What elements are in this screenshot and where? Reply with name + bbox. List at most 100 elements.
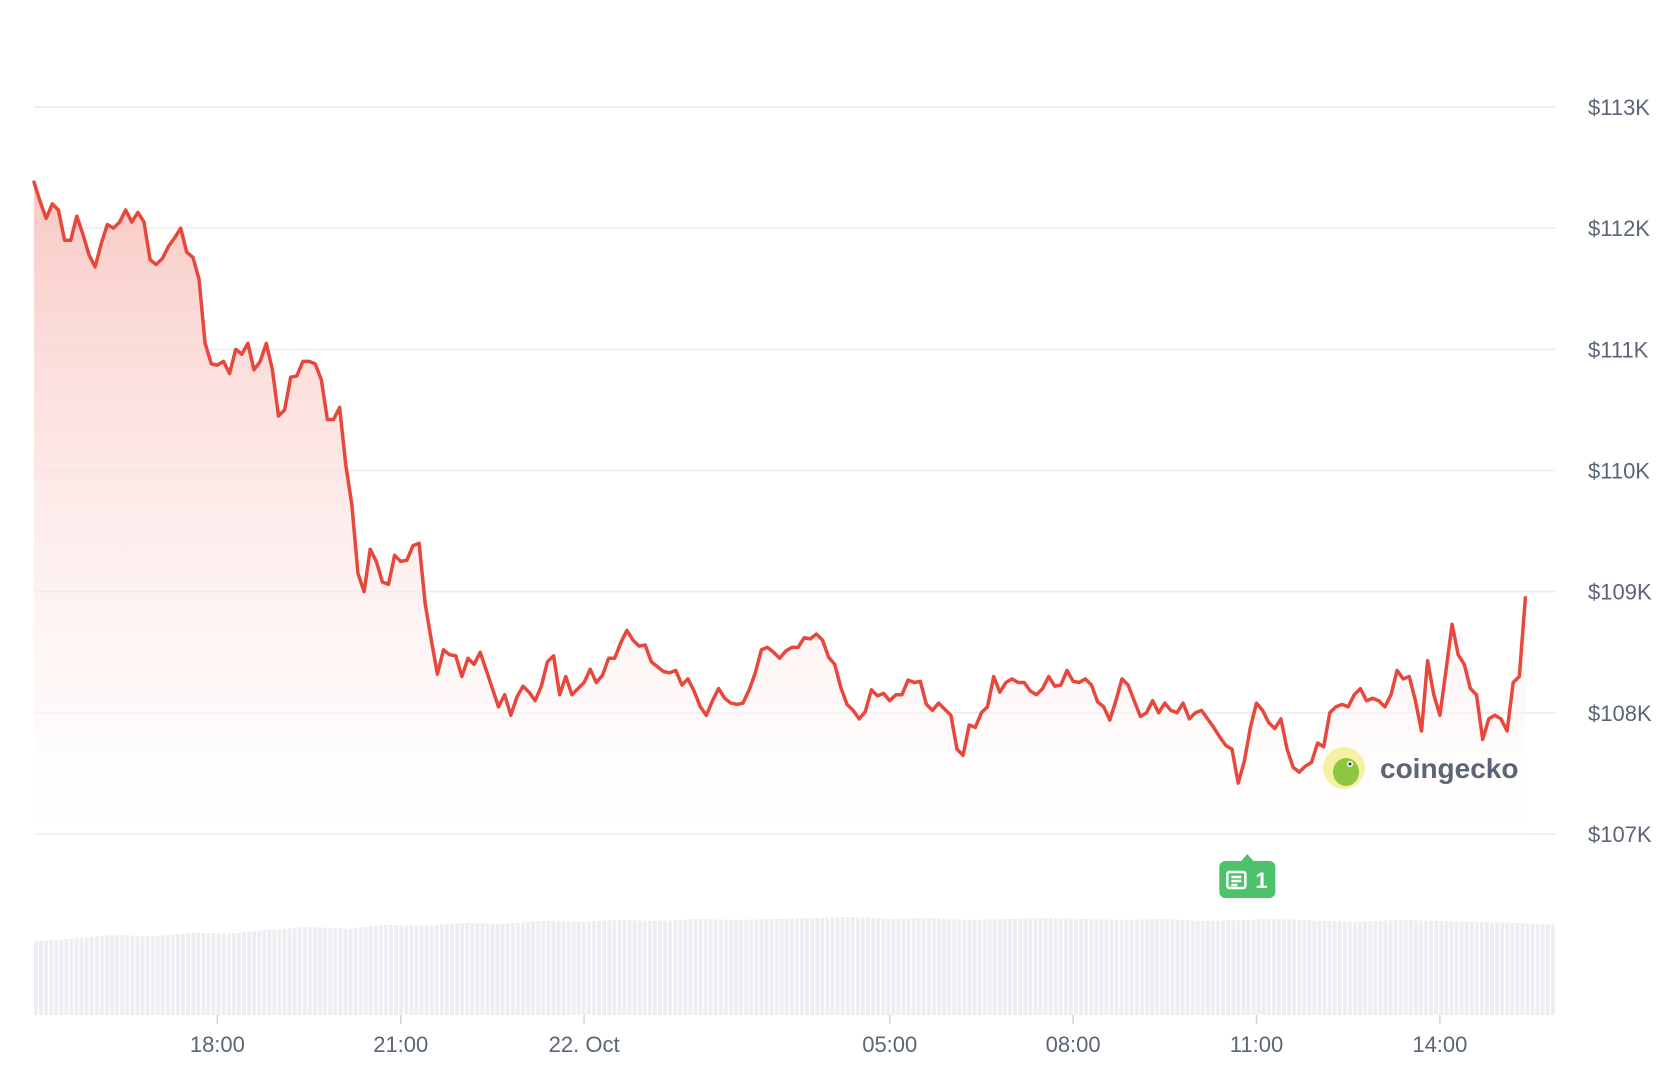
volume-bar — [1124, 919, 1129, 1015]
volume-bar — [307, 926, 312, 1015]
volume-bar — [571, 921, 576, 1015]
volume-bar — [1109, 919, 1114, 1015]
volume-bar — [1043, 918, 1048, 1015]
volume-bar — [1145, 919, 1149, 1015]
volume-bar — [267, 929, 272, 1015]
x-tick-label: 22. Oct — [549, 1032, 620, 1057]
volume-bar — [541, 920, 546, 1015]
volume-bar — [1155, 919, 1160, 1015]
volume-bar — [1439, 921, 1444, 1015]
volume-bar — [612, 920, 617, 1015]
volume-bar — [597, 920, 602, 1015]
y-tick-label: $108K — [1588, 701, 1652, 726]
volume-bar — [779, 918, 784, 1015]
volume-bar — [1368, 921, 1373, 1015]
news-marker[interactable]: 1 — [1219, 854, 1276, 898]
volume-bar — [378, 925, 383, 1015]
volume-bar — [1388, 920, 1393, 1015]
volume-bar — [302, 927, 307, 1015]
volume-bar — [647, 920, 652, 1015]
volume-bar — [236, 932, 241, 1015]
volume-bar — [1053, 918, 1058, 1015]
coingecko-watermark: coingecko — [1323, 747, 1518, 789]
volume-bar — [49, 940, 54, 1015]
volume-bar — [769, 919, 774, 1015]
volume-bar — [434, 924, 439, 1015]
volume-bar — [1347, 921, 1352, 1015]
volume-bar — [191, 932, 196, 1015]
volume-bar — [1068, 918, 1073, 1015]
volume-bar — [1419, 920, 1423, 1015]
volume-bar — [1119, 919, 1124, 1015]
volume-bar — [358, 927, 363, 1015]
volume-bar — [1342, 921, 1347, 1015]
price-line[interactable] — [32, 180, 1528, 785]
volume-bar — [1236, 920, 1241, 1015]
volume-bar — [1408, 920, 1413, 1015]
volume-bar — [1358, 921, 1363, 1015]
volume-bar — [252, 931, 257, 1015]
volume-bar — [957, 919, 962, 1015]
volume-bar — [531, 921, 536, 1015]
volume-bar — [1510, 922, 1515, 1015]
volume-bar — [810, 918, 815, 1015]
volume-bar — [460, 923, 465, 1015]
volume-bar — [1114, 919, 1119, 1015]
news-marker-pointer — [1240, 854, 1255, 862]
volume-bar — [110, 934, 114, 1015]
y-tick-label: $109K — [1588, 580, 1652, 605]
volume-bar — [840, 917, 845, 1015]
volume-bar — [444, 924, 449, 1015]
volume-bar — [1134, 919, 1139, 1015]
volume-bar — [886, 918, 891, 1015]
volume-bar — [845, 917, 850, 1015]
volume-bar — [1150, 919, 1155, 1015]
volume-bar — [744, 919, 749, 1015]
volume-bar — [394, 925, 399, 1015]
volume-bar — [363, 926, 368, 1015]
volume-bar — [1317, 920, 1322, 1015]
volume-bar — [475, 923, 480, 1015]
volume-bar — [323, 927, 328, 1015]
volume-bar — [1099, 919, 1104, 1015]
volume-bar — [789, 918, 794, 1015]
volume-bar — [1287, 919, 1291, 1015]
volume-bar — [1266, 919, 1271, 1015]
volume-bar — [201, 932, 206, 1015]
volume-bar — [1378, 920, 1383, 1015]
volume-bar — [287, 928, 292, 1015]
volume-bar — [39, 941, 43, 1015]
volume-bar — [561, 921, 566, 1015]
volume-bar — [1282, 919, 1286, 1015]
volume-bar — [1429, 920, 1434, 1015]
volume-bar — [510, 923, 515, 1015]
volume-bar — [1337, 921, 1342, 1015]
newspaper-icon — [1226, 870, 1247, 890]
volume-bar — [1241, 919, 1246, 1015]
volume-bar — [318, 927, 322, 1015]
volume-bar — [373, 925, 378, 1015]
volume-bar — [176, 934, 180, 1015]
volume-bar — [262, 930, 267, 1015]
volume-bar — [536, 921, 541, 1015]
volume-bar — [155, 936, 160, 1015]
volume-bar — [708, 919, 713, 1015]
volume-bar — [926, 918, 931, 1015]
volume-bar — [69, 938, 74, 1015]
volume-bar — [480, 923, 485, 1015]
volume-bar — [353, 927, 358, 1015]
volume-bar — [368, 926, 373, 1015]
volume-bar — [242, 932, 246, 1015]
volume-bar — [581, 921, 586, 1015]
volume-bar — [485, 923, 490, 1015]
volume-bar — [99, 935, 104, 1015]
volume-bar — [333, 928, 338, 1015]
volume-bar — [586, 921, 591, 1015]
volume-bar — [622, 920, 627, 1015]
volume-bar — [292, 927, 297, 1015]
volume-bar — [860, 917, 865, 1015]
volume-bar — [84, 937, 89, 1015]
volume-bar — [1490, 922, 1494, 1015]
volume-bar — [170, 934, 175, 1015]
